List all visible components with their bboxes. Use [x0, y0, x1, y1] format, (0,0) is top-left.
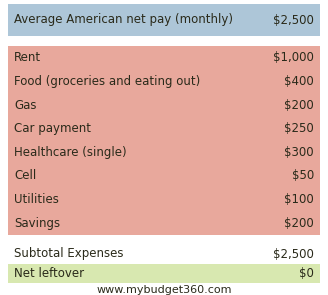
Text: Average American net pay (monthly): Average American net pay (monthly): [14, 14, 233, 27]
Text: $400: $400: [284, 75, 314, 88]
Bar: [8, 46, 320, 235]
Text: $2,500: $2,500: [273, 14, 314, 27]
Text: Healthcare (single): Healthcare (single): [14, 146, 127, 159]
Text: $250: $250: [284, 122, 314, 135]
Text: www.mybudget360.com: www.mybudget360.com: [96, 285, 232, 295]
Text: $200: $200: [284, 99, 314, 112]
Text: Utilities: Utilities: [14, 193, 59, 206]
Text: $300: $300: [284, 146, 314, 159]
Text: Subtotal Expenses: Subtotal Expenses: [14, 248, 124, 260]
Text: Car payment: Car payment: [14, 122, 91, 135]
Text: $50: $50: [292, 169, 314, 182]
Text: $100: $100: [284, 193, 314, 206]
Bar: [8, 264, 320, 283]
Text: Food (groceries and eating out): Food (groceries and eating out): [14, 75, 200, 88]
Text: Rent: Rent: [14, 51, 41, 64]
Text: Savings: Savings: [14, 217, 60, 230]
Text: $0: $0: [299, 267, 314, 280]
Text: $2,500: $2,500: [273, 248, 314, 260]
Text: Gas: Gas: [14, 99, 36, 112]
Text: $200: $200: [284, 217, 314, 230]
Bar: [8, 4, 320, 36]
Text: $1,000: $1,000: [273, 51, 314, 64]
Text: Net leftover: Net leftover: [14, 267, 84, 280]
Text: Cell: Cell: [14, 169, 36, 182]
